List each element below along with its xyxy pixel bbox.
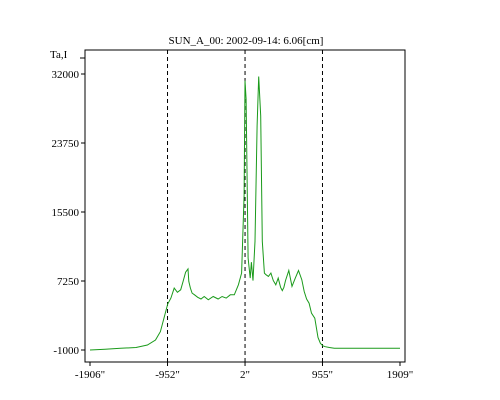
x-tick-label: 1909" <box>387 369 414 381</box>
y-tick-label: 23750 <box>52 138 80 150</box>
y-tick-label: -1000 <box>53 345 79 357</box>
x-tick-labels: -1906" -952" 2" 955" 1909" <box>75 369 413 381</box>
x-tick-label: 2" <box>240 369 250 381</box>
data-series-line <box>89 76 400 351</box>
y-tick-label: 15500 <box>52 207 80 219</box>
chart-title: SUN_A_00: 2002-09-14: 6.06[cm] <box>169 35 324 47</box>
y-tick-label: 7250 <box>57 276 80 288</box>
x-tick-label: -952" <box>155 369 180 381</box>
x-tick-label: -1906" <box>75 369 105 381</box>
x-tick-label: 955" <box>312 369 333 381</box>
y-tick-labels: 32000 23750 15500 7250 -1000 <box>52 69 80 357</box>
axis-ticks <box>80 57 401 366</box>
y-tick-label: 32000 <box>52 69 80 81</box>
y-axis-label: Ta,I <box>50 49 68 61</box>
